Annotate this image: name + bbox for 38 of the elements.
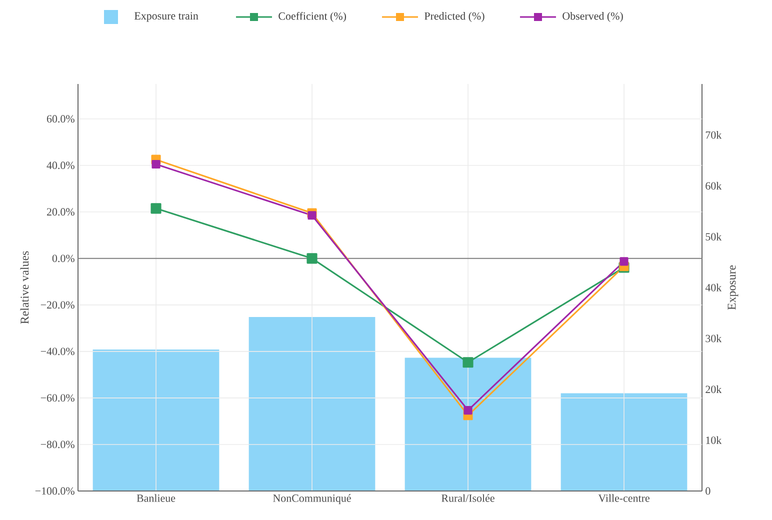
y-tick-label: 20.0%	[47, 208, 74, 216]
legend-label: Coefficient (%)	[278, 12, 346, 22]
bar	[248, 316, 376, 491]
y-tick-label: −100.0%	[35, 487, 74, 495]
legend-label: Exposure train	[134, 12, 198, 22]
bar	[404, 358, 532, 491]
x-tick-label: NonCommuniqué	[273, 494, 351, 504]
x-tick-label: Ville-centre	[598, 494, 650, 502]
x-tick-label: Rural/Isolée	[442, 494, 494, 502]
y-tick-label: 0.0%	[52, 254, 74, 262]
y-axis-title: Relative values	[20, 251, 29, 324]
y2-tick-label: 20k	[706, 385, 722, 394]
x-tick-label: Banlieue	[136, 494, 176, 502]
point	[306, 253, 318, 264]
legend-label: Observed (%)	[562, 12, 623, 22]
y2-tick-label: 50k	[706, 232, 722, 240]
point	[464, 406, 472, 415]
bar	[92, 350, 220, 491]
y2-tick-label: 60k	[706, 182, 722, 190]
y-tick-label: −20.0%	[40, 301, 74, 309]
y-tick-label: −60.0%	[40, 394, 74, 402]
y2-tick-label: 0	[706, 487, 710, 495]
point	[152, 160, 160, 169]
y2-tick-label: 40k	[705, 284, 722, 292]
legend-label: Predicted (%)	[424, 12, 484, 22]
y2-tick-label: 70k	[706, 131, 722, 139]
y2-tick-label: 30k	[706, 334, 722, 342]
point	[150, 203, 162, 214]
y-tick-label: −80.0%	[40, 440, 74, 448]
y-tick-label: 40.0%	[46, 162, 74, 170]
point	[308, 211, 316, 220]
point	[620, 257, 628, 266]
y-tick-label: −40.0%	[40, 348, 74, 356]
bar	[560, 393, 688, 491]
point	[462, 357, 474, 368]
y2-tick-label: 10k	[706, 436, 722, 444]
y2-axis-title: Exposure	[728, 265, 738, 310]
y-tick-label: 60.0%	[46, 115, 74, 123]
